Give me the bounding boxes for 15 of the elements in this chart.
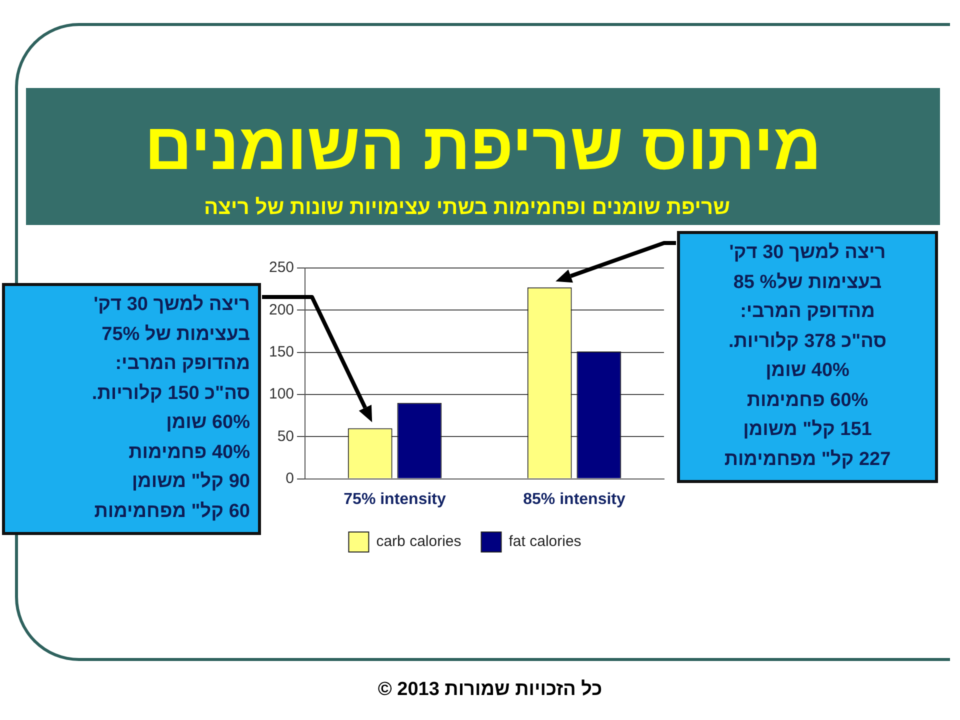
- legend-label: carb calories: [376, 533, 462, 550]
- y-tick-label: 150: [268, 343, 294, 360]
- text: כל הזכויות שמורות 2013 ©: [376, 679, 604, 701]
- y-tick-label: 200: [268, 301, 294, 318]
- x-tick-label: 75% intensity: [344, 490, 446, 508]
- x-tick-label: 85% intensity: [523, 490, 626, 508]
- chart-subtitle: שריפת שומנים ופחמימות בשתי עצימויות שונות של ריצה: [202, 196, 732, 220]
- y-tick-label: 0: [286, 470, 294, 487]
- y-tick-label: 250: [268, 259, 294, 276]
- y-tick-label: 50: [277, 428, 294, 445]
- text: ריצה למשך 30 דק' בעצימות של 75% מהדופק המרבי: סה"כ 150 קלוריות. 60% שומן 40% פחמימות 90 קל" משומן 60 קל" מפחמימות: [2, 283, 261, 535]
- text: ריצה למשך 30 דק' בעצימות של% 85 מהדופק המרבי: סה"כ 378 קלוריות. 40% שומן 60% פחמימות 151 קל" משומן 227 קל" מפחמימות: [677, 231, 938, 483]
- chart-title: מיתוס שריפת השומנים: [144, 109, 822, 183]
- y-tick-label: 100: [268, 386, 294, 403]
- legend-label: fat calories: [508, 533, 582, 550]
